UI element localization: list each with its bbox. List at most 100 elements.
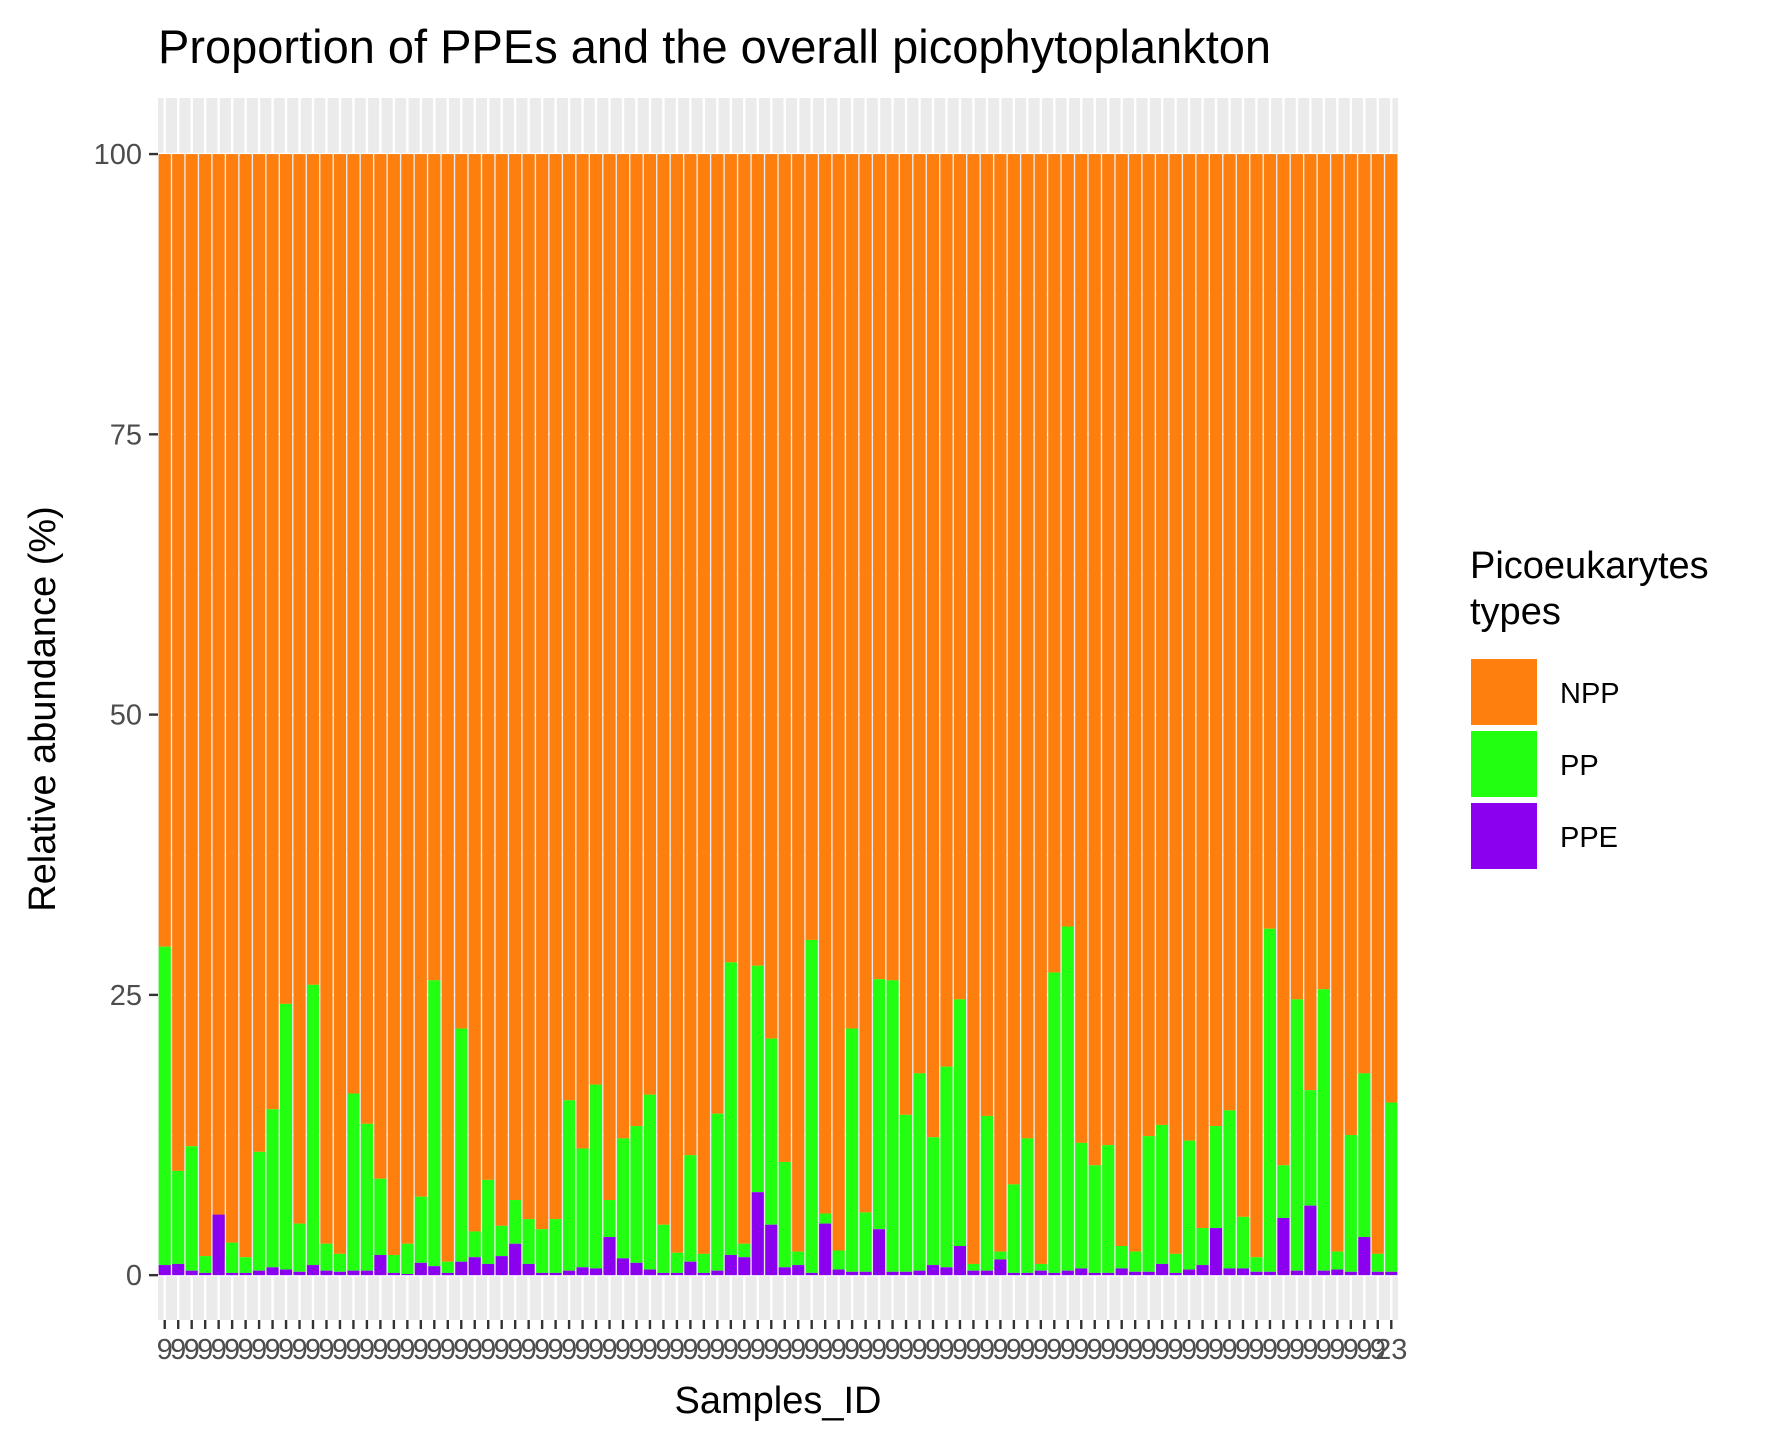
bar-ppe <box>1156 1263 1169 1276</box>
bar-npp <box>1048 154 1061 973</box>
bar-npp <box>1331 154 1344 1252</box>
bar-npp <box>859 154 872 1213</box>
bar-ppe <box>1209 1228 1223 1276</box>
bar-ppe <box>1344 1271 1357 1276</box>
x-tick-label: 9 <box>345 1334 361 1366</box>
bar-ppe <box>1007 1272 1020 1276</box>
bar-npp <box>1385 154 1398 1103</box>
bar-pp <box>414 1196 427 1263</box>
bar-pp <box>765 1038 778 1225</box>
bar-pp <box>266 1109 279 1268</box>
x-tick-label: 9 <box>1248 1334 1264 1366</box>
bar-pp <box>657 1224 670 1273</box>
bar-npp <box>199 154 212 1257</box>
bar-pp <box>1142 1136 1155 1272</box>
bar-ppe <box>239 1272 252 1276</box>
x-tick-label: 9 <box>291 1334 307 1366</box>
bar-ppe <box>279 1269 293 1276</box>
bar-pp <box>253 1151 266 1271</box>
bar-ppe <box>253 1270 266 1276</box>
x-tick-label: 9 <box>238 1334 254 1366</box>
x-axis: 9999999999999999999999999999999999999999… <box>157 1320 1407 1366</box>
bar-ppe <box>589 1268 603 1276</box>
bar-pp <box>967 1263 980 1271</box>
bar-npp <box>455 154 468 1029</box>
bar-ppe <box>536 1272 549 1276</box>
bar-pp <box>670 1252 683 1273</box>
x-tick-label: 9 <box>372 1334 388 1366</box>
x-tick-label: 9 <box>588 1334 604 1366</box>
bar-ppe <box>792 1265 805 1276</box>
bar-ppe <box>1385 1271 1398 1276</box>
x-tick-label: 9 <box>1114 1334 1130 1366</box>
x-tick-label: 9 <box>1100 1334 1116 1366</box>
bar-pp <box>158 946 171 1266</box>
bar-ppe <box>1021 1272 1034 1276</box>
x-tick-label: 9 <box>359 1334 375 1366</box>
x-tick-label: 9 <box>642 1334 658 1366</box>
x-tick-label: 9 <box>992 1334 1008 1366</box>
bar-npp <box>670 154 683 1253</box>
bar-npp <box>940 154 953 1067</box>
bar-npp <box>1183 154 1196 1141</box>
bar-pp <box>805 939 818 1273</box>
x-tick-label: 9 <box>170 1334 186 1366</box>
bar-ppe <box>563 1270 576 1276</box>
bar-npp <box>1371 154 1384 1254</box>
x-tick-label: 9 <box>790 1334 806 1366</box>
bar-ppe <box>1358 1237 1371 1276</box>
bar-ppe <box>1317 1270 1330 1276</box>
bar-npp <box>1304 154 1317 1091</box>
bar-npp <box>805 154 818 940</box>
x-tick-label: 9 <box>1046 1334 1062 1366</box>
x-tick-label: 9 <box>871 1334 887 1366</box>
legend-key-pp <box>1469 729 1539 799</box>
bar-npp <box>792 154 805 1252</box>
bar-ppe <box>630 1262 643 1276</box>
bar-npp <box>576 154 589 1149</box>
x-tick-label: 9 <box>1235 1334 1251 1366</box>
bar-npp <box>711 154 724 1114</box>
bar-pp <box>1115 1246 1128 1269</box>
bar-pp <box>1358 1073 1371 1238</box>
bar-npp <box>1263 154 1277 929</box>
bar-ppe <box>1263 1271 1277 1276</box>
x-tick-label: 9 <box>426 1334 442 1366</box>
bar-npp <box>279 154 293 1004</box>
x-tick-label: 9 <box>399 1334 415 1366</box>
bar-ppe <box>1304 1205 1317 1276</box>
bar-ppe <box>293 1271 306 1276</box>
bar-ppe <box>576 1267 589 1276</box>
bar-pp <box>589 1084 603 1269</box>
bar-ppe <box>455 1261 468 1276</box>
x-tick-label: 9 <box>440 1334 456 1366</box>
bar-pp <box>953 999 967 1247</box>
bar-npp <box>414 154 427 1197</box>
bar-ppe <box>320 1270 333 1276</box>
bar-pp <box>1129 1251 1142 1272</box>
bar-pp <box>185 1146 198 1271</box>
bar-ppe <box>1115 1268 1128 1276</box>
bar-pp <box>360 1123 373 1271</box>
bar-ppe <box>360 1270 373 1276</box>
bar-npp <box>428 154 441 981</box>
x-tick-label: 9 <box>467 1334 483 1366</box>
bar-pp <box>1048 972 1061 1273</box>
x-tick-label: 9 <box>521 1334 537 1366</box>
bar-ppe <box>226 1272 239 1276</box>
bar-pp <box>1102 1145 1115 1273</box>
x-tick-label: 9 <box>1343 1334 1359 1366</box>
legend-key-npp <box>1469 657 1539 727</box>
bar-pp <box>1021 1138 1034 1273</box>
bar-pp <box>1007 1184 1020 1273</box>
bar-ppe <box>738 1257 751 1276</box>
x-tick-label: 9 <box>1168 1334 1184 1366</box>
x-tick-label: 9 <box>817 1334 833 1366</box>
x-tick-label: 9 <box>884 1334 900 1366</box>
bar-ppe <box>994 1259 1007 1276</box>
bar-ppe <box>670 1272 683 1276</box>
bar-pp <box>563 1100 576 1271</box>
bar-pp <box>1034 1263 1047 1271</box>
bar-npp <box>387 154 400 1255</box>
bar-ppe <box>926 1265 940 1276</box>
